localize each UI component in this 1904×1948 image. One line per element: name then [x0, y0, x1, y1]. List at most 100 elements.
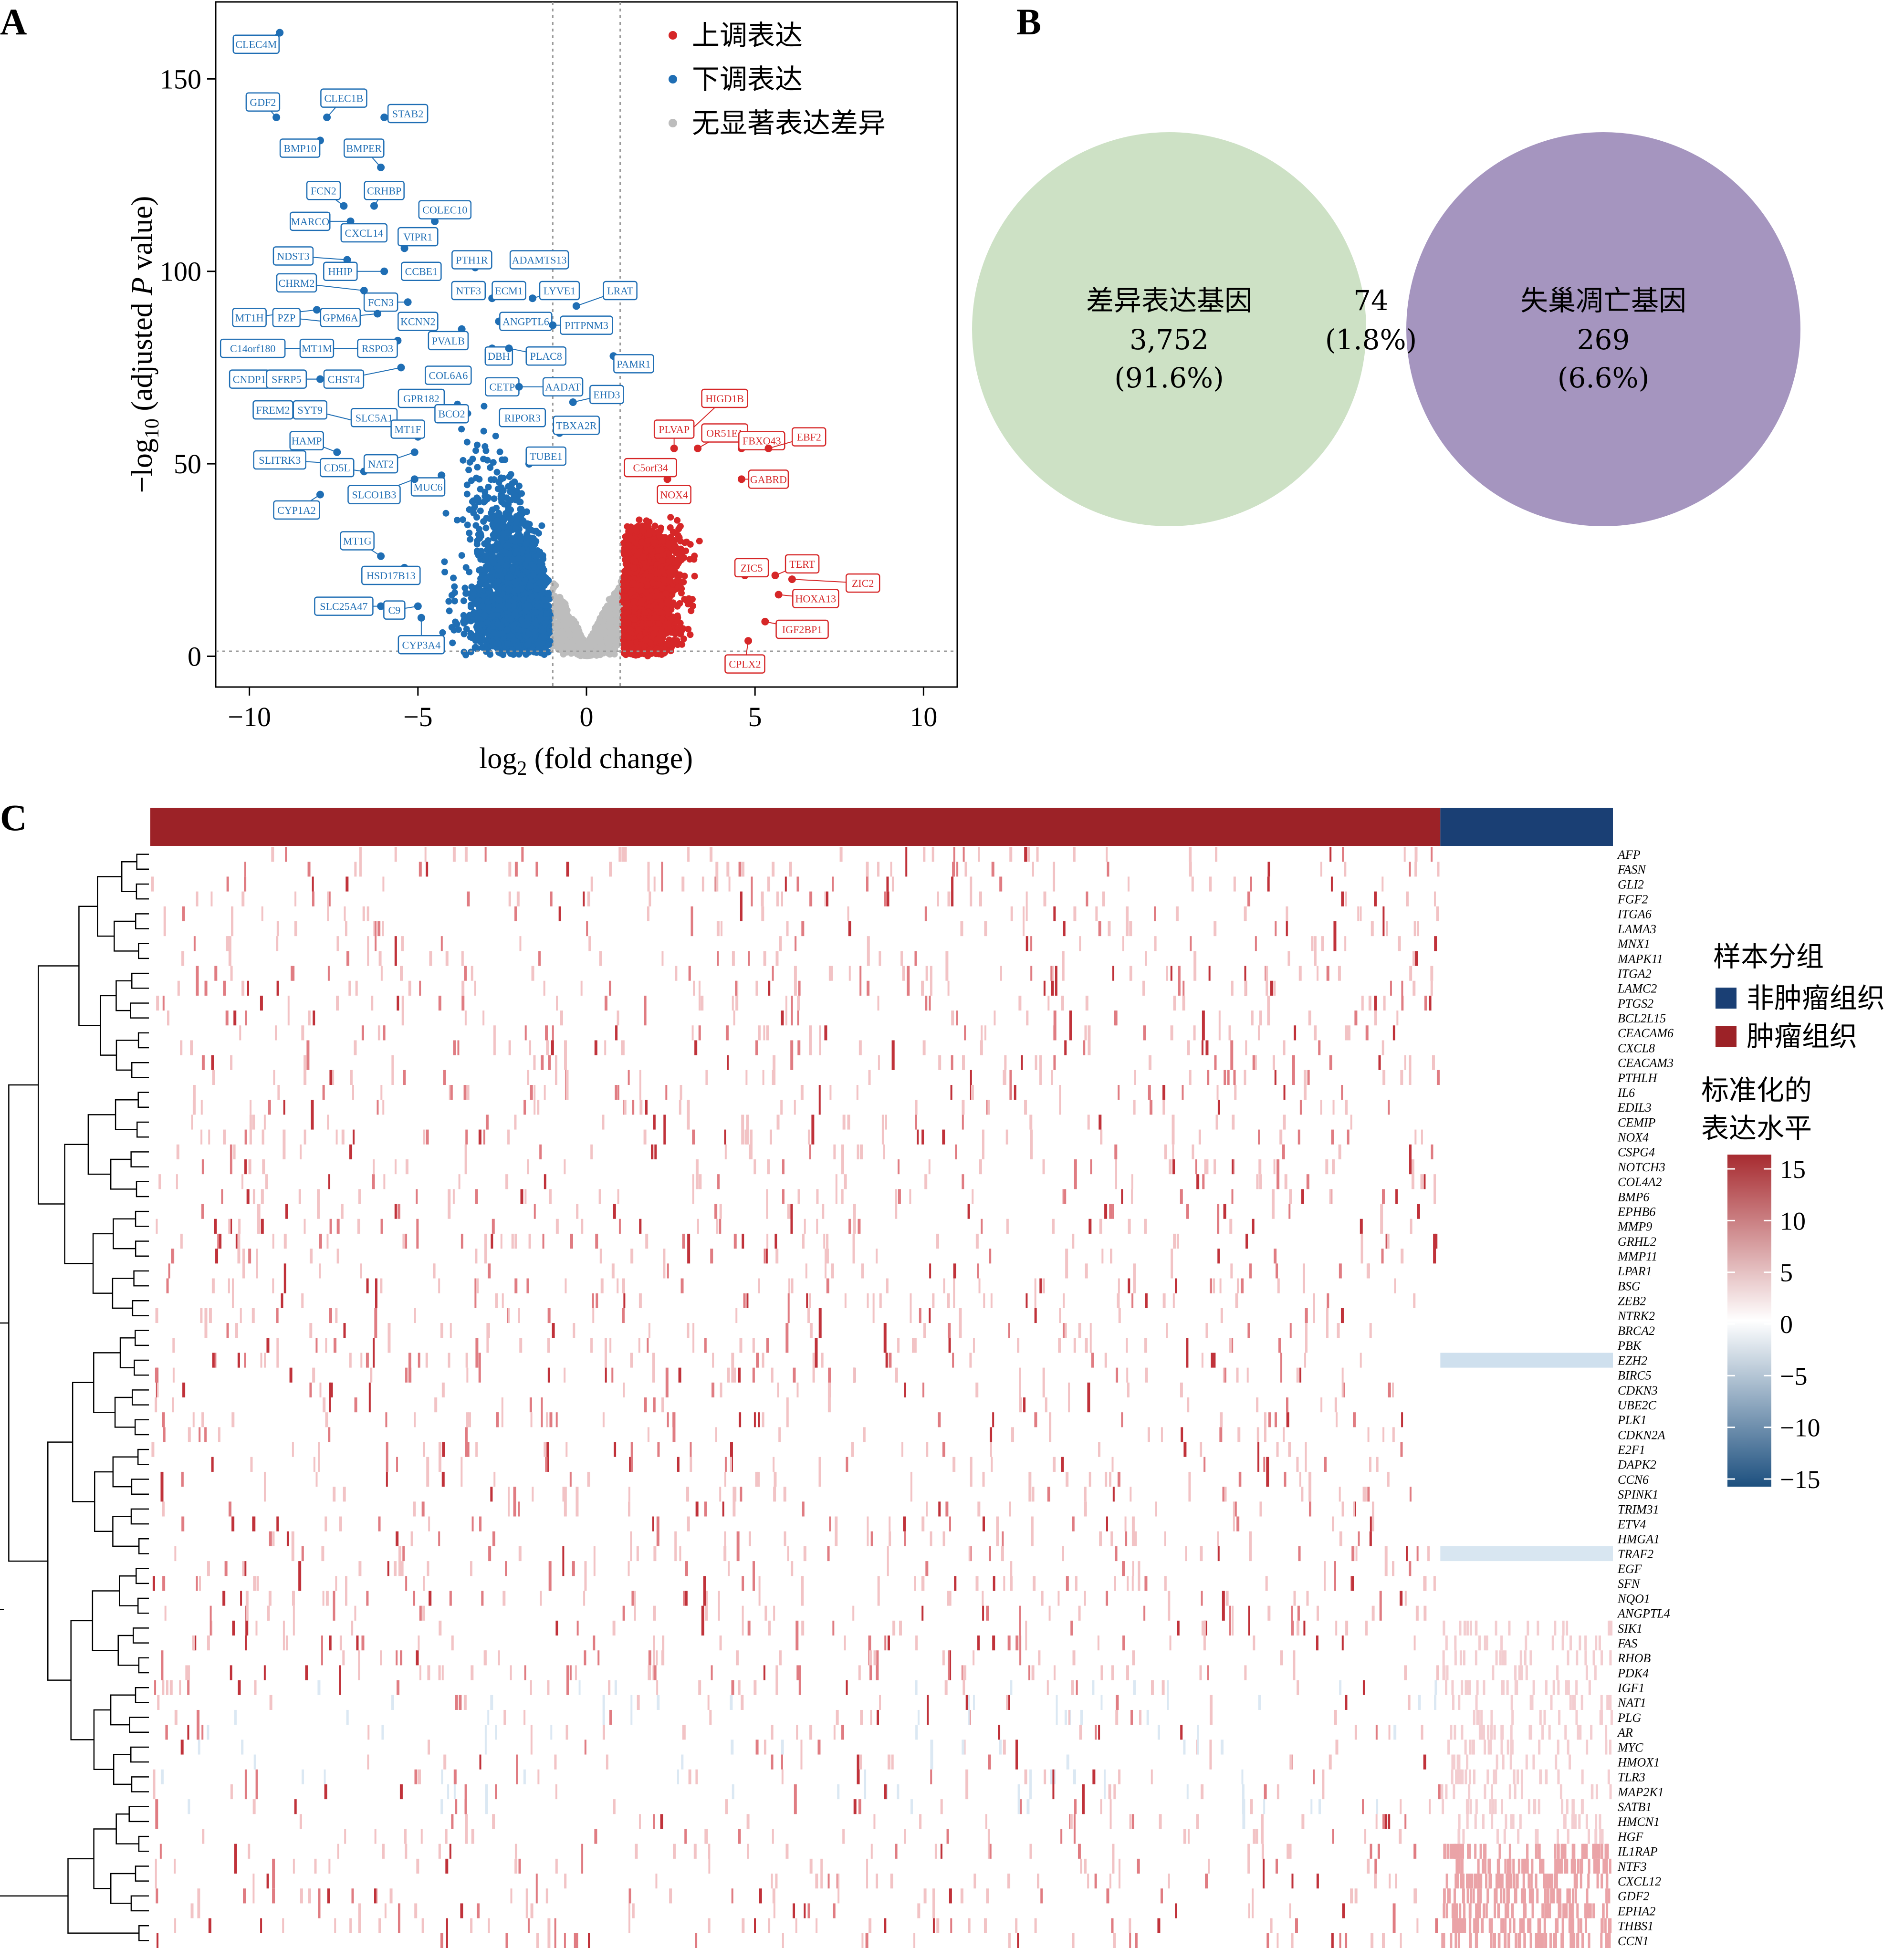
- volcano-point-down: [482, 553, 489, 561]
- volcano-point-down: [480, 518, 487, 525]
- volcano-point-down: [466, 612, 473, 619]
- volcano-point-down: [496, 448, 503, 456]
- volcano-point-down: [491, 495, 498, 502]
- volcano-point-down: [473, 474, 480, 481]
- volcano-point-down: [469, 456, 476, 463]
- volcano-point-down: [532, 609, 539, 616]
- volcano-point-down: [524, 520, 531, 527]
- volcano-point-down: [530, 572, 537, 579]
- volcano-point-down: [537, 573, 544, 580]
- volcano-point-down: [479, 635, 486, 642]
- volcano-point-down: [508, 516, 515, 523]
- volcano-point-ns: [606, 619, 613, 626]
- volcano-point-down: [510, 623, 517, 630]
- volcano-point-down: [495, 649, 502, 656]
- volcano-point-ns: [606, 613, 613, 620]
- volcano-point-down: [508, 615, 515, 623]
- volcano-point-down: [495, 587, 502, 594]
- volcano-point-down: [473, 441, 481, 448]
- volcano-point-down: [512, 610, 519, 617]
- volcano-point-down: [489, 593, 496, 600]
- volcano-point-ns: [562, 620, 569, 627]
- volcano-point-down: [463, 625, 470, 633]
- volcano-point-ns: [559, 614, 566, 621]
- volcano-point-down: [498, 535, 505, 542]
- volcano-point-down: [478, 621, 485, 628]
- volcano-point-down: [474, 597, 481, 604]
- volcano-point-down: [465, 466, 472, 473]
- volcano-point-down: [468, 634, 475, 641]
- volcano-point-down: [499, 493, 506, 500]
- volcano-point-down: [468, 583, 475, 590]
- volcano-point-down: [466, 530, 473, 537]
- volcano-point-down: [481, 575, 488, 583]
- volcano-point-down: [526, 604, 533, 611]
- volcano-point-down: [523, 508, 530, 515]
- volcano-point-down: [526, 583, 534, 590]
- volcano-point-ns: [571, 626, 578, 633]
- volcano-point-down: [513, 497, 520, 504]
- volcano-point-down: [467, 536, 474, 543]
- volcano-point-down: [537, 579, 544, 586]
- volcano-point-down: [511, 587, 518, 594]
- volcano-point-ns: [599, 618, 606, 625]
- volcano-point-down: [494, 621, 501, 628]
- volcano-point-down: [482, 646, 490, 654]
- volcano-point-down: [490, 534, 497, 542]
- volcano-point-down: [537, 615, 544, 622]
- volcano-point-down: [505, 602, 512, 609]
- volcano-point-down: [493, 469, 501, 476]
- volcano-point-down: [510, 637, 517, 644]
- volcano-point-down: [463, 438, 471, 446]
- volcano-point-down: [495, 596, 502, 604]
- volcano-point-down: [507, 471, 514, 478]
- volcano-point-down: [441, 568, 449, 575]
- volcano-point-down: [494, 640, 501, 647]
- volcano-point-down: [521, 622, 528, 629]
- volcano-point-down: [503, 626, 511, 634]
- volcano-point-down: [474, 464, 481, 471]
- volcano-point-down: [543, 610, 550, 617]
- panel-a-letter: A: [0, 1, 27, 42]
- volcano-point-down: [441, 558, 448, 565]
- volcano-point-down: [476, 586, 483, 594]
- volcano-point-ns: [590, 638, 597, 645]
- volcano-point-up: [636, 516, 643, 523]
- volcano-point-down: [469, 498, 476, 505]
- volcano-point-down: [475, 531, 482, 538]
- volcano-point-down: [507, 488, 514, 495]
- volcano-point-down: [528, 593, 535, 600]
- volcano-point-down: [467, 648, 474, 656]
- volcano-point-down: [477, 628, 484, 635]
- volcano-point-ns: [555, 635, 563, 643]
- volcano-point-down: [531, 563, 538, 571]
- volcano-point-down: [500, 474, 507, 481]
- volcano-point-down: [454, 517, 461, 524]
- volcano-point-down: [482, 524, 490, 531]
- volcano-point-down: [481, 498, 488, 505]
- volcano-point-down: [474, 615, 481, 622]
- volcano-point-down: [463, 490, 471, 498]
- volcano-point-down: [483, 582, 490, 589]
- volcano-point-down: [505, 550, 513, 557]
- volcano-point-down: [481, 611, 488, 618]
- volcano-point-ns: [565, 631, 572, 638]
- volcano-point-down: [448, 592, 455, 599]
- volcano-point-down: [472, 447, 480, 454]
- volcano-point-down: [486, 544, 493, 552]
- volcano-point-down: [538, 522, 545, 529]
- volcano-point-down: [523, 540, 530, 547]
- volcano-point-down: [475, 496, 482, 503]
- volcano-point-down: [534, 603, 541, 610]
- volcano-point-cloud: [439, 400, 703, 660]
- volcano-point-down: [511, 538, 518, 545]
- volcano-point-down: [490, 559, 497, 566]
- volcano-point-down: [476, 567, 483, 574]
- volcano-point-down: [442, 510, 450, 517]
- volcano-point-down: [498, 484, 505, 491]
- volcano-point-down: [460, 597, 467, 604]
- volcano-point-down: [504, 542, 511, 549]
- volcano-point-down: [535, 552, 542, 559]
- volcano-point-down: [498, 559, 505, 566]
